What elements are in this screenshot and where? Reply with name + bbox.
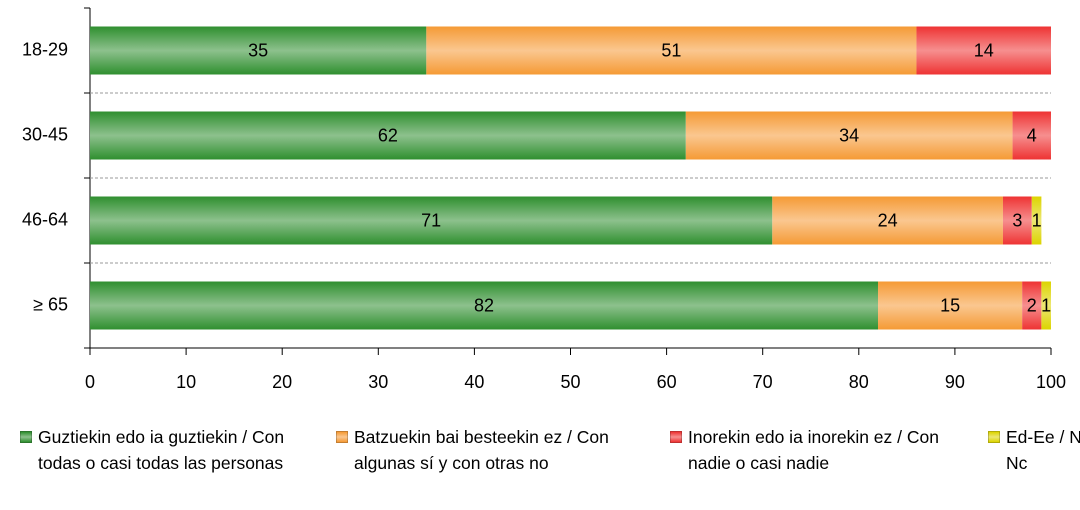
- x-tick-label: 30: [368, 372, 388, 392]
- legend-label: Batzuekin bai besteekin ez / Con algunas…: [354, 427, 609, 473]
- x-tick-label: 10: [176, 372, 196, 392]
- x-tick-label: 70: [753, 372, 773, 392]
- data-label: 14: [974, 40, 994, 60]
- x-tick-label: 60: [657, 372, 677, 392]
- legend-swatch: [988, 431, 1000, 443]
- legend-item: Ed-Ee / Ns-Nc: [988, 424, 1080, 476]
- x-tick-label: 50: [560, 372, 580, 392]
- y-tick-label: 46-64: [22, 209, 68, 229]
- x-tick-label: 0: [85, 372, 95, 392]
- bar-segment: [1002, 196, 1032, 245]
- bar-segment: [90, 281, 879, 330]
- data-label: 1: [1041, 295, 1051, 315]
- bar-segment: [772, 196, 1003, 245]
- bar-segment: [878, 281, 1023, 330]
- data-label: 15: [940, 295, 960, 315]
- data-label: 1: [1032, 210, 1042, 230]
- legend-swatch: [20, 431, 32, 443]
- legend-label: Inorekin edo ia inorekin ez / Con nadie …: [688, 427, 939, 473]
- data-label: 2: [1027, 295, 1037, 315]
- bar-segment: [90, 26, 427, 75]
- bar-segment: [916, 26, 1051, 75]
- y-tick-label: 30-45: [22, 124, 68, 144]
- data-label: 82: [474, 295, 494, 315]
- data-label: 51: [661, 40, 681, 60]
- bar-segment: [1031, 196, 1042, 245]
- data-label: 35: [248, 40, 268, 60]
- data-label: 4: [1027, 125, 1037, 145]
- legend-item: Inorekin edo ia inorekin ez / Con nadie …: [670, 424, 980, 476]
- bar-segment: [1041, 281, 1051, 330]
- bar-segment: [90, 111, 686, 160]
- x-tick-label: 100: [1036, 372, 1066, 392]
- bar-segment: [1012, 111, 1051, 160]
- data-label: 34: [839, 125, 859, 145]
- data-label: 62: [378, 125, 398, 145]
- bar-segment: [90, 196, 773, 245]
- data-label: 3: [1012, 210, 1022, 230]
- data-label: 24: [878, 210, 898, 230]
- x-tick-label: 80: [849, 372, 869, 392]
- bar-segment: [685, 111, 1013, 160]
- x-tick-label: 90: [945, 372, 965, 392]
- legend-swatch: [670, 431, 682, 443]
- bar-segment: [426, 26, 917, 75]
- legend-label: Ed-Ee / Ns-Nc: [1006, 427, 1080, 473]
- data-label: 71: [421, 210, 441, 230]
- legend-label: Guztiekin edo ia guztiekin / Con todas o…: [38, 427, 285, 473]
- x-tick-label: 20: [272, 372, 292, 392]
- bar-segment: [1022, 281, 1042, 330]
- x-tick-label: 40: [464, 372, 484, 392]
- legend-item: Batzuekin bai besteekin ez / Con algunas…: [336, 424, 661, 476]
- y-tick-label: 18-29: [22, 39, 68, 59]
- y-tick-label: ≥ 65: [33, 294, 68, 314]
- legend-item: Guztiekin edo ia guztiekin / Con todas o…: [20, 424, 310, 476]
- legend-swatch: [336, 431, 348, 443]
